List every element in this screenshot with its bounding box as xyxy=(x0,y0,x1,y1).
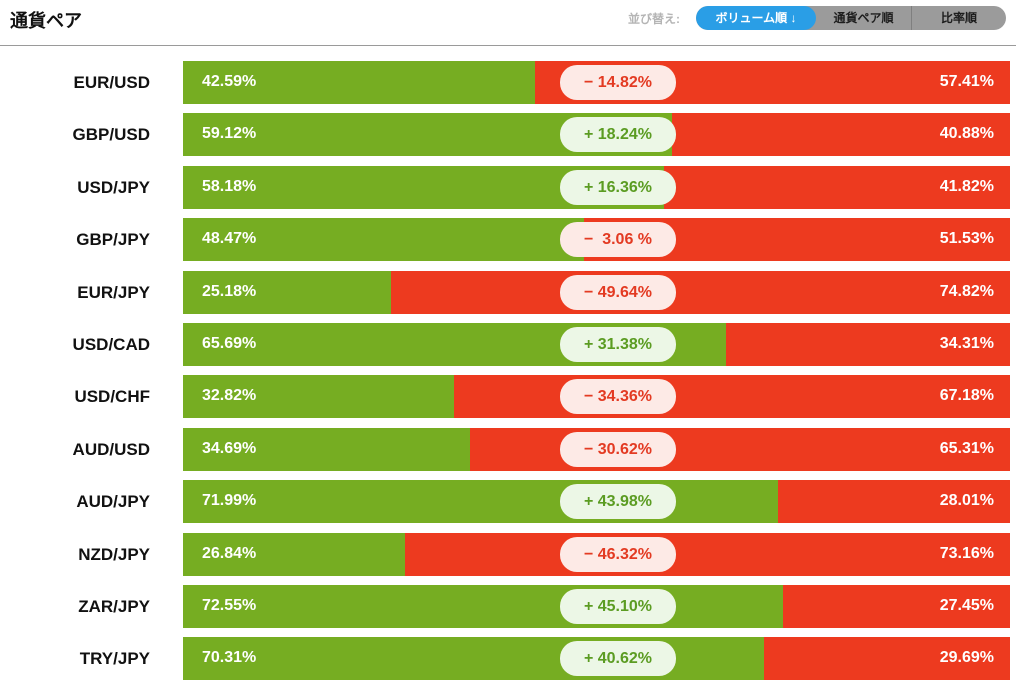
ratio-difference-badge: + 40.62% xyxy=(560,641,676,676)
sell-percent: 51.53% xyxy=(939,230,994,247)
buy-ratio-fill xyxy=(183,585,783,628)
buy-ratio-fill xyxy=(183,480,778,523)
ratio-difference-badge: − 14.82% xyxy=(560,65,676,100)
buy-percent: 25.18% xyxy=(202,283,257,300)
sort-label: 並び替え: xyxy=(628,12,680,26)
sell-percent: 28.01% xyxy=(939,492,994,509)
ratio-bar: 26.84% − 46.32% 73.16% xyxy=(183,533,1010,576)
table-row[interactable]: USD/CHF 32.82% − 34.36% 67.18% xyxy=(0,375,1024,418)
sell-percent: 73.16% xyxy=(939,545,994,562)
currency-pair-label: USD/CAD xyxy=(72,335,150,354)
sell-percent: 65.31% xyxy=(939,440,994,457)
buy-percent: 42.59% xyxy=(202,73,257,90)
ratio-bar: 34.69% − 30.62% 65.31% xyxy=(183,428,1010,471)
buy-ratio-fill xyxy=(183,637,764,680)
ratio-difference-badge: − 34.36% xyxy=(560,379,676,414)
sell-percent: 41.82% xyxy=(939,178,994,195)
sell-percent: 27.45% xyxy=(939,597,994,614)
currency-pair-label: AUD/USD xyxy=(72,440,150,459)
currency-pair-label: EUR/JPY xyxy=(77,283,150,302)
sort-by-volume-button[interactable]: ボリューム順 ↓ xyxy=(696,6,816,30)
buy-percent: 59.12% xyxy=(202,125,257,142)
ratio-bar: 71.99% + 43.98% 28.01% xyxy=(183,480,1010,523)
sort-by-pair-button[interactable]: 通貨ペア順 xyxy=(816,6,912,30)
buy-ratio-fill xyxy=(183,533,405,576)
buy-ratio-fill xyxy=(183,218,584,261)
table-row[interactable]: GBP/JPY 48.47% − 3.06 % 51.53% xyxy=(0,218,1024,261)
table-row[interactable]: NZD/JPY 26.84% − 46.32% 73.16% xyxy=(0,533,1024,576)
ratio-bar: 72.55% + 45.10% 27.45% xyxy=(183,585,1010,628)
buy-ratio-fill xyxy=(183,271,391,314)
table-row[interactable]: AUD/JPY 71.99% + 43.98% 28.01% xyxy=(0,480,1024,523)
currency-pair-label: GBP/JPY xyxy=(76,230,150,249)
ratio-bar: 59.12% + 18.24% 40.88% xyxy=(183,113,1010,156)
table-row[interactable]: USD/CAD 65.69% + 31.38% 34.31% xyxy=(0,323,1024,366)
sort-by-ratio-button[interactable]: 比率順 xyxy=(940,11,977,25)
ratio-bar: 65.69% + 31.38% 34.31% xyxy=(183,323,1010,366)
currency-pair-label: EUR/USD xyxy=(73,73,150,92)
ratio-difference-badge: − 46.32% xyxy=(560,537,676,572)
sell-percent: 34.31% xyxy=(939,335,994,352)
ratio-difference-badge: − 49.64% xyxy=(560,275,676,310)
buy-percent: 34.69% xyxy=(202,440,257,457)
ratio-bar: 25.18% − 49.64% 74.82% xyxy=(183,271,1010,314)
ratio-bar: 70.31% + 40.62% 29.69% xyxy=(183,637,1010,680)
buy-percent: 71.99% xyxy=(202,492,257,509)
page-title: 通貨ペア xyxy=(10,11,82,31)
header-bar: 通貨ペア 並び替え: ボリューム順 ↓ 通貨ペア順 比率順 xyxy=(0,0,1016,46)
ratio-difference-badge: − 3.06 % xyxy=(560,222,676,257)
buy-ratio-fill xyxy=(183,428,470,471)
sell-percent: 57.41% xyxy=(939,73,994,90)
ratio-bar: 58.18% + 16.36% 41.82% xyxy=(183,166,1010,209)
buy-percent: 48.47% xyxy=(202,230,257,247)
sell-percent: 40.88% xyxy=(939,125,994,142)
buy-percent: 72.55% xyxy=(202,597,257,614)
table-row[interactable]: EUR/JPY 25.18% − 49.64% 74.82% xyxy=(0,271,1024,314)
ratio-difference-badge: + 16.36% xyxy=(560,170,676,205)
currency-pair-label: AUD/JPY xyxy=(76,492,150,511)
table-row[interactable]: TRY/JPY 70.31% + 40.62% 29.69% xyxy=(0,637,1024,680)
table-row[interactable]: GBP/USD 59.12% + 18.24% 40.88% xyxy=(0,113,1024,156)
ratio-difference-badge: + 18.24% xyxy=(560,117,676,152)
sell-percent: 29.69% xyxy=(939,649,994,666)
sell-percent: 67.18% xyxy=(939,387,994,404)
ratio-difference-badge: + 31.38% xyxy=(560,327,676,362)
table-row[interactable]: ZAR/JPY 72.55% + 45.10% 27.45% xyxy=(0,585,1024,628)
ratio-bar: 32.82% − 34.36% 67.18% xyxy=(183,375,1010,418)
currency-pair-label: NZD/JPY xyxy=(78,545,150,564)
buy-percent: 65.69% xyxy=(202,335,257,352)
ratio-difference-badge: − 30.62% xyxy=(560,432,676,467)
currency-pair-label: GBP/USD xyxy=(72,125,150,144)
buy-percent: 70.31% xyxy=(202,649,257,666)
ratio-bar: 42.59% − 14.82% 57.41% xyxy=(183,61,1010,104)
ratio-bar: 48.47% − 3.06 % 51.53% xyxy=(183,218,1010,261)
currency-pair-label: USD/JPY xyxy=(77,178,150,197)
buy-ratio-fill xyxy=(183,61,535,104)
ratio-difference-badge: + 45.10% xyxy=(560,589,676,624)
sell-percent: 74.82% xyxy=(939,283,994,300)
ratio-difference-badge: + 43.98% xyxy=(560,484,676,519)
currency-pair-label: USD/CHF xyxy=(74,387,150,406)
buy-percent: 32.82% xyxy=(202,387,257,404)
table-row[interactable]: EUR/USD 42.59% − 14.82% 57.41% xyxy=(0,61,1024,104)
currency-pair-label: ZAR/JPY xyxy=(78,597,150,616)
currency-pair-label: TRY/JPY xyxy=(79,649,150,668)
table-row[interactable]: USD/JPY 58.18% + 16.36% 41.82% xyxy=(0,166,1024,209)
sort-segmented-control: ボリューム順 ↓ 通貨ペア順 比率順 xyxy=(696,6,1006,30)
table-row[interactable]: AUD/USD 34.69% − 30.62% 65.31% xyxy=(0,428,1024,471)
buy-percent: 26.84% xyxy=(202,545,257,562)
buy-percent: 58.18% xyxy=(202,178,257,195)
buy-ratio-fill xyxy=(183,375,454,418)
